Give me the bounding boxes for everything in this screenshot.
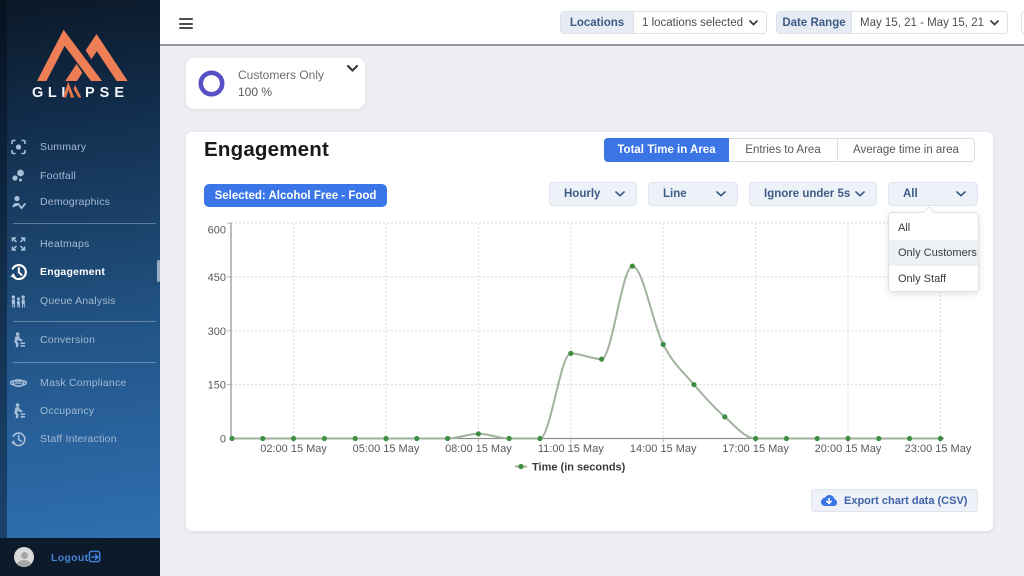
svg-text:23:00 15 May: 23:00 15 May (905, 443, 972, 455)
svg-text:02:00 15 May: 02:00 15 May (260, 443, 327, 455)
svg-text:17:00 15 May: 17:00 15 May (722, 443, 789, 455)
svg-text:PSE: PSE (85, 85, 129, 101)
svg-text:150: 150 (208, 380, 226, 392)
svg-text:450: 450 (208, 272, 226, 284)
svg-text:0: 0 (220, 434, 226, 446)
svg-text:20:00 15 May: 20:00 15 May (815, 443, 882, 455)
svg-text:300: 300 (208, 326, 226, 338)
svg-text:11:00 15 May: 11:00 15 May (538, 443, 604, 455)
svg-text:05:00 15 May: 05:00 15 May (353, 443, 420, 455)
svg-text:14:00 15 May: 14:00 15 May (630, 443, 697, 455)
svg-text:08:00 15 May: 08:00 15 May (445, 443, 512, 455)
svg-text:600: 600 (208, 225, 226, 237)
svg-text:Time (in seconds): Time (in seconds) (532, 462, 626, 474)
svg-text:GLI: GLI (32, 85, 70, 101)
